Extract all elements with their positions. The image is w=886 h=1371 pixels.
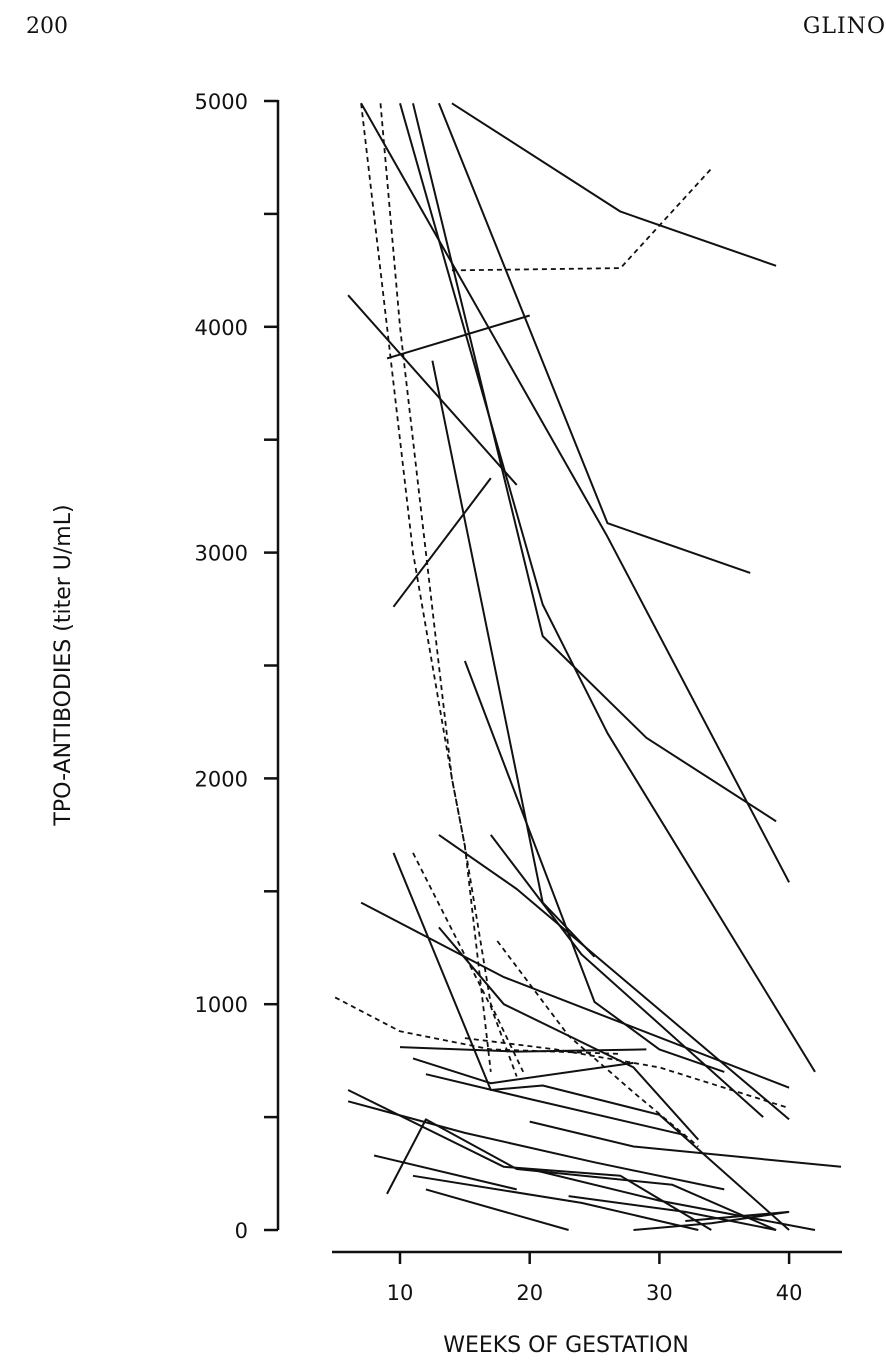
patient-series-line-32 — [425, 1188, 569, 1231]
patient-series-line-30 — [373, 1154, 517, 1191]
y-tick-label: 1000 — [195, 993, 248, 1017]
y-tick-label: 2000 — [195, 767, 248, 791]
patient-series-line-20 — [334, 996, 621, 1055]
patient-series-line-21 — [464, 1037, 790, 1109]
patient-series-line-22 — [399, 1046, 647, 1053]
x-tick-label: 20 — [516, 1281, 543, 1305]
patient-series-line-9 — [392, 477, 492, 608]
patient-series-line-12 — [379, 103, 492, 1073]
y-tick-label: 5000 — [195, 90, 248, 114]
y-tick-label: 4000 — [195, 316, 248, 340]
x-tick-label: 40 — [776, 1281, 803, 1305]
x-tick-label: 30 — [646, 1281, 673, 1305]
patient-series-line-11 — [360, 103, 525, 1073]
x-axis-title: WEEKS OF GESTATION — [443, 1333, 689, 1358]
patient-series-line-28 — [386, 1118, 777, 1231]
patient-series-line-31 — [412, 1174, 699, 1231]
patient-series-line-26 — [347, 1089, 712, 1231]
patient-series-line-2 — [451, 168, 712, 272]
patient-series-line-15 — [490, 834, 764, 1118]
patient-series-line-29 — [529, 1120, 842, 1168]
patient-series-line-19 — [360, 901, 790, 1089]
patient-series-line-24 — [425, 1073, 686, 1137]
patient-series-line-8 — [386, 314, 530, 360]
patient-series-line-1 — [451, 102, 777, 267]
patient-series-line-18 — [438, 926, 700, 1141]
x-tick-label: 10 — [387, 1281, 414, 1305]
patient-series-line-36 — [685, 1210, 790, 1222]
patient-series-line-23 — [412, 1057, 634, 1085]
patient-series-line-27 — [347, 1100, 725, 1191]
patient-series-line-3 — [437, 102, 751, 574]
y-tick-label: 3000 — [195, 542, 248, 566]
patient-series-line-33 — [529, 1168, 816, 1231]
page-number: 200 — [26, 14, 68, 39]
running-head: GLINO — [802, 14, 886, 39]
series-group — [334, 102, 842, 1231]
patient-series-line-16 — [412, 852, 518, 1077]
patient-series-line-6 — [399, 103, 816, 1073]
patient-series-line-4 — [360, 102, 790, 883]
x-axis: 10 20 30 40 — [332, 1250, 842, 1305]
y-tick-label: 0 — [235, 1219, 248, 1243]
patient-series-line-5 — [412, 103, 777, 823]
x-ticks: 10 20 30 40 — [387, 1252, 803, 1305]
y-axis: 0 1000 2000 3000 4000 5000 — [195, 90, 280, 1243]
patient-series-line-13 — [463, 660, 725, 1073]
patient-series-line-35 — [633, 1210, 790, 1231]
y-axis-title: TPO-ANTIBODIES (titer U/mL) — [51, 504, 76, 826]
patient-series-line-34 — [568, 1195, 777, 1231]
patient-series-line-14 — [438, 834, 790, 1121]
patient-series-line-7 — [347, 294, 518, 486]
y-ticks: 0 1000 2000 3000 4000 5000 — [195, 90, 278, 1243]
